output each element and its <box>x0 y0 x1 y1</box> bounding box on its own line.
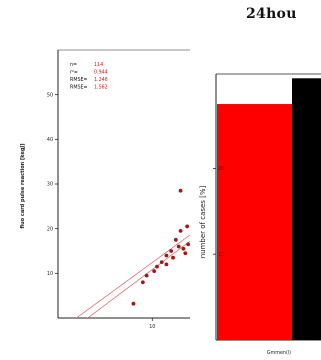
y-tick-label: 10 <box>47 271 53 277</box>
scatter-point <box>159 260 164 265</box>
y-tick-label: 50 <box>47 92 53 98</box>
y-tick-label: 40 <box>47 137 53 143</box>
scatter-chart: 10 20 30 40 50 10 n= 114 r²= 0.944 RMSE= 1.246 RMSE… <box>20 49 191 330</box>
scatter-point <box>176 244 181 249</box>
category-label: Gmmen(l) <box>267 350 291 356</box>
scatter-point <box>185 224 190 229</box>
scatter-point <box>178 229 183 233</box>
stat-value: 0.944 <box>94 70 108 76</box>
scatter-point <box>144 273 149 278</box>
stat-value: 1.562 <box>94 85 108 91</box>
stat-label: n= <box>70 63 77 68</box>
fit-line <box>87 240 190 318</box>
bar-chart: 10 20 number of cases [%] Gmmen(l) <box>199 73 321 356</box>
scatter-point <box>178 188 183 193</box>
bar-series-2 <box>292 78 321 341</box>
y-tick-label-right: 20 <box>218 166 224 172</box>
scatter-point <box>155 264 159 269</box>
page-title: 24hou <box>246 6 297 22</box>
bar-series-1 <box>217 104 292 340</box>
scatter-point <box>131 301 136 306</box>
stat-label: RMSE= <box>70 77 88 83</box>
stat-label: r²= <box>70 70 78 76</box>
scatter-point <box>152 269 157 273</box>
stat-label: RMSE= <box>70 85 88 91</box>
scatter-point <box>181 246 186 251</box>
stat-value: 114 <box>94 62 103 68</box>
scatter-point <box>173 237 178 242</box>
stat-value: 1.246 <box>94 77 108 83</box>
y-tick-label: 30 <box>47 182 53 188</box>
scatter-point <box>164 253 169 258</box>
scatter-point <box>164 262 169 267</box>
scatter-point <box>171 255 175 260</box>
fit-line <box>75 234 190 318</box>
scatter-point <box>169 249 174 253</box>
x-tick-label: 10 <box>149 324 155 330</box>
y-axis-label-right: number of cases [%] <box>199 185 207 258</box>
y-axis-label: fluo card pulse reaction [kegJ] <box>20 143 26 228</box>
scatter-point <box>140 280 145 285</box>
y-tick-label-right: 10 <box>218 252 224 258</box>
scatter-point <box>186 242 191 247</box>
scatter-point <box>183 251 188 256</box>
y-tick-label: 20 <box>47 226 53 232</box>
